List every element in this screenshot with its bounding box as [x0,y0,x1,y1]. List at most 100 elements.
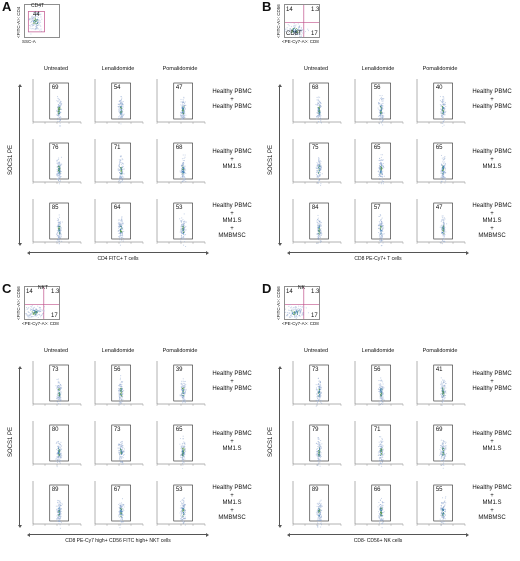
event-dot [185,385,187,387]
event-dot [59,181,61,183]
event-dot [184,510,186,512]
event-dot [179,113,182,115]
event-dot [318,399,320,401]
event-dot [180,221,182,224]
event-dot [318,450,320,452]
event-dot [56,378,58,381]
event-dot [181,520,184,522]
event-dot [121,163,123,165]
event-dot [383,112,385,114]
event-dot [383,399,385,401]
event-dot [441,509,443,512]
event-dot [443,112,446,114]
event-dot [381,439,383,441]
event-dot [28,307,30,309]
event-dot [441,171,443,173]
event-dot [181,511,183,513]
event-dot [316,220,318,222]
event-dot [185,233,187,236]
event-dot [289,312,291,314]
y-axis-arrow [17,84,22,246]
event-dot [317,100,319,102]
event-dot [382,381,384,383]
event-dot [41,310,43,312]
event-dot [183,161,185,164]
event-dot [298,310,301,312]
event-dot [122,165,124,167]
event-dot [121,386,123,388]
event-dot [118,165,120,167]
event-dot [381,225,383,227]
event-dot [380,97,382,99]
event-dot [379,234,381,236]
event-dot [441,176,443,179]
event-dot [182,454,184,456]
event-dot [442,386,444,388]
event-dot [179,170,181,172]
event-dot [317,377,320,379]
row-label-line: Healthy PBMC [212,104,252,110]
event-dot [301,34,303,36]
event-dot [179,438,182,440]
x-axis-label: CD8 PE-Cy7+ T cells [354,256,402,262]
event-dot [318,224,320,226]
event-dot [442,380,445,383]
event-dot [317,504,319,506]
event-dot [180,240,182,242]
event-dot [380,506,382,508]
event-dot [381,501,383,503]
event-dot [381,117,383,119]
event-dot [184,402,186,404]
event-dot [442,463,444,465]
event-dot [444,514,446,517]
event-dot [440,509,442,511]
event-dot [183,449,185,451]
event-dot [383,387,385,389]
event-dot [184,169,186,171]
event-dot [185,221,187,223]
event-dot [441,397,443,399]
event-dot [40,28,42,30]
event-dot [295,312,297,314]
event-dot [381,465,383,467]
event-dot [184,391,186,393]
event-dot [182,516,184,519]
event-dot [183,517,185,519]
y-axis-label: SOCS1 PE [8,144,14,175]
event-dot [380,233,382,236]
event-dot [31,15,33,17]
event-dot [117,447,119,449]
event-dot [443,500,446,503]
positive-gate [111,202,131,240]
event-dot [381,527,383,529]
event-dot [443,506,445,508]
row-label-line: + [230,378,234,385]
event-dot [123,404,125,406]
event-dot [59,514,61,516]
event-dot [382,401,384,403]
event-dot [182,234,184,236]
event-dot [445,110,447,112]
event-dot [377,118,379,120]
event-dot [381,173,383,176]
event-dot [180,505,182,507]
event-dot [317,239,320,241]
event-dot [289,32,292,34]
event-dot [316,172,318,174]
event-dot [122,447,124,449]
event-dot [179,512,181,514]
event-dot [315,389,317,391]
event-dot [184,399,186,401]
event-dot [59,520,61,522]
event-dot [443,398,445,400]
event-dot [118,176,121,178]
event-dot [380,497,383,499]
event-dot [382,224,384,226]
event-dot [183,513,185,515]
event-dot [184,393,186,395]
event-dot [318,380,320,383]
event-dot [36,14,38,16]
event-dot [122,520,124,522]
event-dot [378,380,380,382]
event-dot [56,119,58,121]
